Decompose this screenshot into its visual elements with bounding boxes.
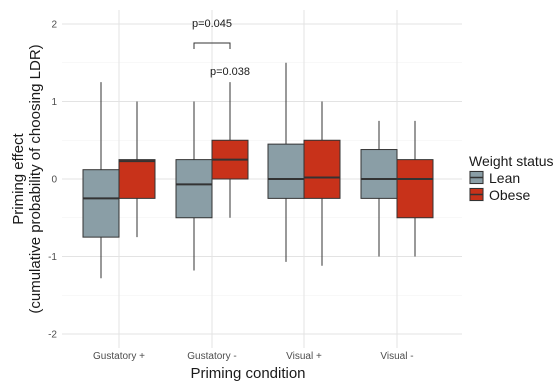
box-lean-0	[82, 82, 120, 279]
box-obese-2	[303, 101, 341, 266]
x-tick-labels: Gustatory + Gustatory - Visual + Visual -	[93, 351, 414, 362]
y-tick-labels: 2 1 0 -1 -2	[48, 20, 57, 341]
box-obese-0	[118, 101, 156, 238]
y-tick-label: 0	[51, 175, 57, 186]
legend-label-lean: Lean	[489, 170, 520, 186]
annotations: p=0.045 p=0.038	[192, 18, 250, 78]
box-body	[267, 143, 305, 199]
legend-title: Weight status	[469, 153, 554, 169]
box-body	[82, 169, 120, 238]
box-body	[396, 159, 434, 219]
significance-bracket	[193, 42, 231, 49]
x-tick-label: Visual +	[286, 351, 322, 362]
x-tick-label: Gustatory +	[93, 351, 145, 362]
legend-label-obese: Obese	[489, 187, 530, 203]
x-axis-title: Priming condition	[190, 365, 305, 381]
x-tick-label: Visual -	[380, 351, 413, 362]
box-obese-3	[396, 120, 434, 257]
box-lean-2	[267, 62, 305, 262]
p-value-label: p=0.045	[192, 18, 232, 30]
x-tick-label: Gustatory -	[187, 351, 236, 362]
box-body	[175, 159, 213, 219]
y-axis-title-line1: Priming effect	[10, 132, 27, 224]
box-body	[303, 139, 341, 199]
box-series	[82, 62, 434, 279]
box-body	[360, 149, 398, 199]
p-value-label: p=0.038	[210, 66, 250, 78]
y-tick-label: -2	[48, 330, 57, 341]
y-tick-label: -1	[48, 252, 57, 263]
box-obese-1	[211, 82, 249, 218]
box-body	[118, 159, 156, 199]
box-lean-3	[360, 120, 398, 257]
y-tick-label: 2	[51, 20, 57, 31]
y-axis-title-line2: (cumulative probability of choosing LDR)	[27, 44, 44, 313]
box-lean-1	[175, 101, 213, 271]
y-tick-label: 1	[51, 97, 57, 108]
